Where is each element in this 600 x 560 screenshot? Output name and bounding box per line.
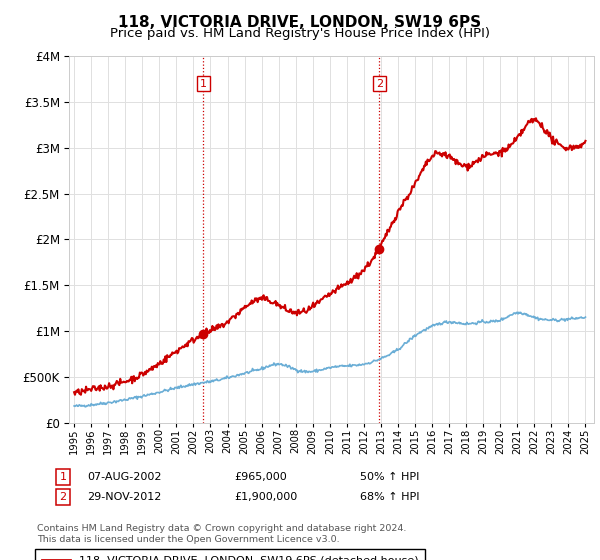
Text: £1,900,000: £1,900,000	[234, 492, 297, 502]
Text: 2: 2	[376, 78, 383, 88]
Text: 07-AUG-2002: 07-AUG-2002	[87, 472, 161, 482]
Text: Price paid vs. HM Land Registry's House Price Index (HPI): Price paid vs. HM Land Registry's House …	[110, 27, 490, 40]
Text: 118, VICTORIA DRIVE, LONDON, SW19 6PS: 118, VICTORIA DRIVE, LONDON, SW19 6PS	[118, 15, 482, 30]
Text: £965,000: £965,000	[234, 472, 287, 482]
Text: 68% ↑ HPI: 68% ↑ HPI	[360, 492, 419, 502]
Text: 50% ↑ HPI: 50% ↑ HPI	[360, 472, 419, 482]
Text: 29-NOV-2012: 29-NOV-2012	[87, 492, 161, 502]
Text: 2: 2	[59, 492, 67, 502]
Text: 1: 1	[59, 472, 67, 482]
Legend: 118, VICTORIA DRIVE, LONDON, SW19 6PS (detached house), HPI: Average price, deta: 118, VICTORIA DRIVE, LONDON, SW19 6PS (d…	[35, 549, 425, 560]
Text: Contains HM Land Registry data © Crown copyright and database right 2024.: Contains HM Land Registry data © Crown c…	[37, 524, 407, 533]
Text: 1: 1	[200, 78, 207, 88]
Text: This data is licensed under the Open Government Licence v3.0.: This data is licensed under the Open Gov…	[37, 535, 340, 544]
